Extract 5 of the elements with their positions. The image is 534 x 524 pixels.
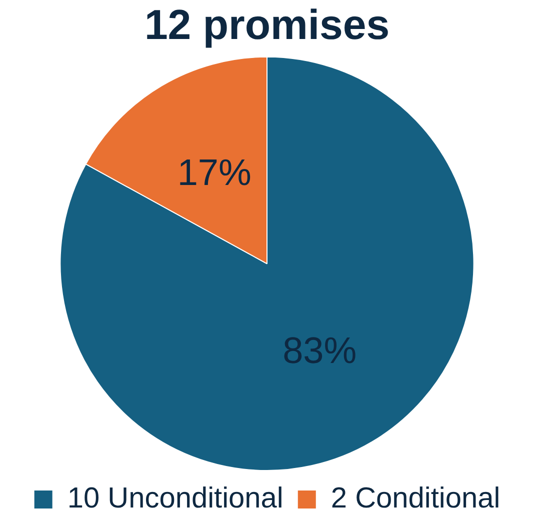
data-label: 17% (177, 152, 252, 193)
legend-label: 10 Unconditional (67, 482, 284, 514)
chart-title: 12 promises (144, 0, 390, 48)
data-label: 83% (282, 330, 357, 371)
legend-label: 2 Conditional (330, 482, 500, 514)
